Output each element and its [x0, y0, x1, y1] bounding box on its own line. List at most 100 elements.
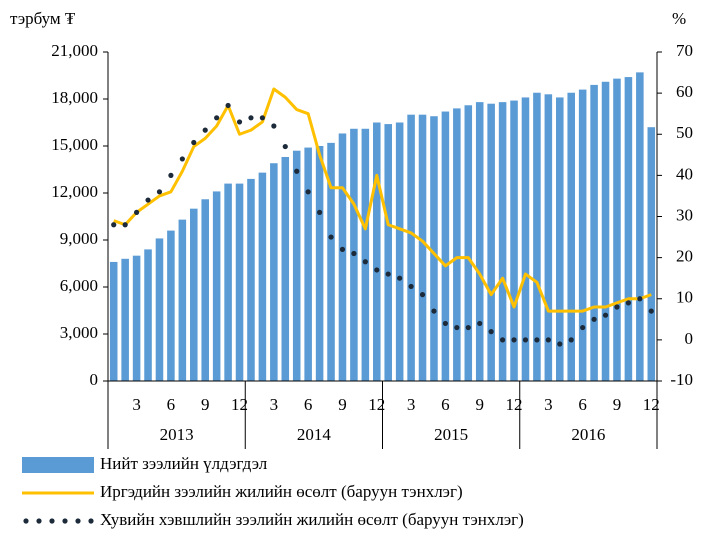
x-tick-label: 3 [270, 395, 279, 414]
bar [144, 249, 152, 381]
bar [430, 116, 438, 381]
bar [624, 77, 633, 382]
bar [201, 199, 209, 381]
bar [384, 124, 392, 382]
bar [521, 97, 530, 381]
y-tick-label: 21,000 [51, 41, 98, 60]
dot [362, 259, 368, 265]
legend-label: Иргэдийн зээлийн жилийн өсөлт (баруун тэ… [100, 482, 463, 501]
bar [258, 172, 267, 381]
dot [397, 275, 403, 281]
bar [292, 150, 301, 381]
legend-swatch [88, 518, 94, 524]
x-tick-label: 6 [304, 395, 313, 414]
dot [419, 292, 426, 298]
dot [179, 156, 185, 162]
bar [533, 92, 541, 381]
x-tick-label: 3 [407, 395, 416, 414]
y2-tick-label: 60 [676, 82, 693, 101]
y2-tick-label: 10 [676, 288, 693, 307]
dot [111, 222, 117, 228]
legend-swatch [36, 518, 42, 524]
y2-tick-label: 30 [676, 205, 693, 224]
dot [339, 246, 346, 252]
y2-tick-label: 40 [676, 164, 693, 183]
y-tick-label: 18,000 [51, 88, 98, 107]
dot [122, 222, 128, 228]
bar [453, 108, 461, 382]
bar [510, 100, 518, 382]
dot [168, 172, 174, 178]
dot [522, 337, 529, 343]
x-tick-label: 3 [544, 395, 553, 414]
bar [590, 84, 598, 382]
line [113, 87, 652, 313]
dot [442, 320, 449, 327]
y-tick-label: 3,000 [60, 323, 98, 342]
bar [281, 156, 290, 381]
y-tick-label: 12,000 [51, 182, 98, 201]
y2-tick-label: -10 [670, 370, 693, 389]
dot [271, 123, 277, 129]
bar [361, 128, 370, 381]
x-tick-label: 3 [132, 395, 141, 414]
bar [601, 81, 610, 382]
y2-tick-label: 20 [676, 247, 693, 266]
year-label: 2016 [571, 425, 605, 444]
x-tick-label: 12 [231, 395, 248, 414]
bar [475, 102, 484, 381]
dot [214, 115, 220, 121]
bar [155, 238, 164, 381]
dot [557, 341, 563, 347]
year-label: 2015 [434, 425, 468, 444]
dot [202, 127, 208, 133]
y-tick-label: 0 [90, 370, 99, 389]
dot [259, 115, 266, 121]
bar [212, 191, 221, 381]
dot [454, 324, 460, 331]
dot [625, 300, 632, 306]
dot [145, 197, 151, 203]
x-tick-label: 9 [613, 395, 622, 414]
dot [133, 209, 140, 215]
bar [464, 105, 473, 382]
dot [316, 209, 323, 215]
dot [602, 312, 609, 318]
dot [305, 189, 311, 195]
bar [235, 183, 244, 381]
y2-axis-label: % [672, 9, 686, 28]
dot [248, 115, 254, 121]
bar [395, 122, 404, 381]
bar [613, 78, 621, 381]
dot [282, 143, 288, 150]
dot [568, 337, 574, 343]
bar [418, 114, 427, 382]
bar [373, 122, 381, 381]
year-label: 2014 [297, 425, 332, 444]
bar [304, 147, 312, 381]
legend-swatch [75, 518, 81, 524]
bar [178, 219, 187, 381]
bar [315, 146, 324, 381]
dot [591, 316, 597, 322]
dot [580, 324, 586, 331]
y-tick-label: 15,000 [51, 135, 98, 154]
x-tick-label: 9 [201, 395, 210, 414]
legend-swatch [49, 518, 55, 524]
legend-swatch [23, 518, 29, 524]
x-tick-label: 6 [578, 395, 587, 414]
y-tick-label: 6,000 [60, 276, 98, 295]
bar [270, 163, 278, 381]
dot [385, 271, 391, 277]
legend-swatch [22, 457, 94, 473]
bar [167, 230, 175, 381]
legend-swatch [62, 518, 68, 524]
bar [190, 208, 198, 381]
dot [225, 102, 231, 109]
bar [578, 89, 587, 381]
legend-label: Нийт зээлийн үлдэгдэл [100, 454, 268, 473]
dot [477, 320, 483, 327]
dot [294, 168, 300, 174]
x-tick-label: 9 [338, 395, 347, 414]
bar [109, 261, 118, 381]
